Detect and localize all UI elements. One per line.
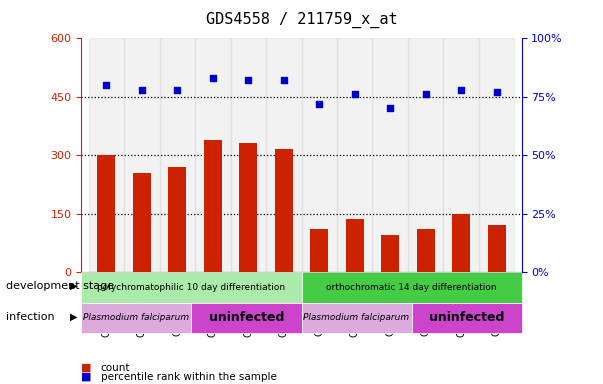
- Bar: [124, 38, 160, 272]
- Text: infection: infection: [6, 312, 55, 322]
- Bar: [89, 38, 124, 272]
- Point: [350, 91, 359, 98]
- Text: count: count: [101, 363, 130, 373]
- Point: [172, 87, 182, 93]
- Bar: [346, 219, 364, 272]
- Bar: [195, 38, 230, 272]
- Text: ▶: ▶: [70, 281, 77, 291]
- Bar: [488, 225, 506, 272]
- Bar: [239, 144, 257, 272]
- Bar: [337, 38, 373, 272]
- Bar: [302, 303, 411, 333]
- Point: [101, 82, 111, 88]
- Point: [244, 77, 253, 83]
- Point: [279, 77, 289, 83]
- Bar: [81, 272, 302, 303]
- Bar: [168, 167, 186, 272]
- Bar: [192, 303, 302, 333]
- Point: [385, 105, 395, 111]
- Point: [421, 91, 431, 98]
- Point: [314, 101, 324, 107]
- Bar: [97, 155, 115, 272]
- Bar: [133, 173, 151, 272]
- Text: Plasmodium falciparum: Plasmodium falciparum: [83, 313, 189, 323]
- Bar: [452, 214, 470, 272]
- Text: ▶: ▶: [70, 312, 77, 322]
- Point: [137, 87, 147, 93]
- Text: polychromatophilic 10 day differentiation: polychromatophilic 10 day differentiatio…: [98, 283, 285, 292]
- Bar: [230, 38, 266, 272]
- Bar: [302, 272, 522, 303]
- Bar: [81, 303, 192, 333]
- Text: GDS4558 / 211759_x_at: GDS4558 / 211759_x_at: [206, 12, 397, 28]
- Bar: [160, 38, 195, 272]
- Bar: [411, 303, 522, 333]
- Text: ■: ■: [81, 372, 92, 382]
- Point: [208, 75, 218, 81]
- Bar: [311, 229, 328, 272]
- Bar: [443, 38, 479, 272]
- Text: ■: ■: [81, 363, 92, 373]
- Bar: [275, 149, 292, 272]
- Text: uninfected: uninfected: [429, 311, 504, 324]
- Text: uninfected: uninfected: [209, 311, 284, 324]
- Text: percentile rank within the sample: percentile rank within the sample: [101, 372, 277, 382]
- Text: Plasmodium falciparum: Plasmodium falciparum: [303, 313, 409, 323]
- Text: orthochromatic 14 day differentiation: orthochromatic 14 day differentiation: [326, 283, 497, 292]
- Bar: [417, 229, 435, 272]
- Bar: [479, 38, 514, 272]
- Bar: [381, 235, 399, 272]
- Bar: [408, 38, 443, 272]
- Point: [456, 87, 466, 93]
- Point: [492, 89, 502, 95]
- Text: development stage: development stage: [6, 281, 114, 291]
- Bar: [302, 38, 337, 272]
- Bar: [204, 140, 222, 272]
- Bar: [266, 38, 302, 272]
- Bar: [373, 38, 408, 272]
